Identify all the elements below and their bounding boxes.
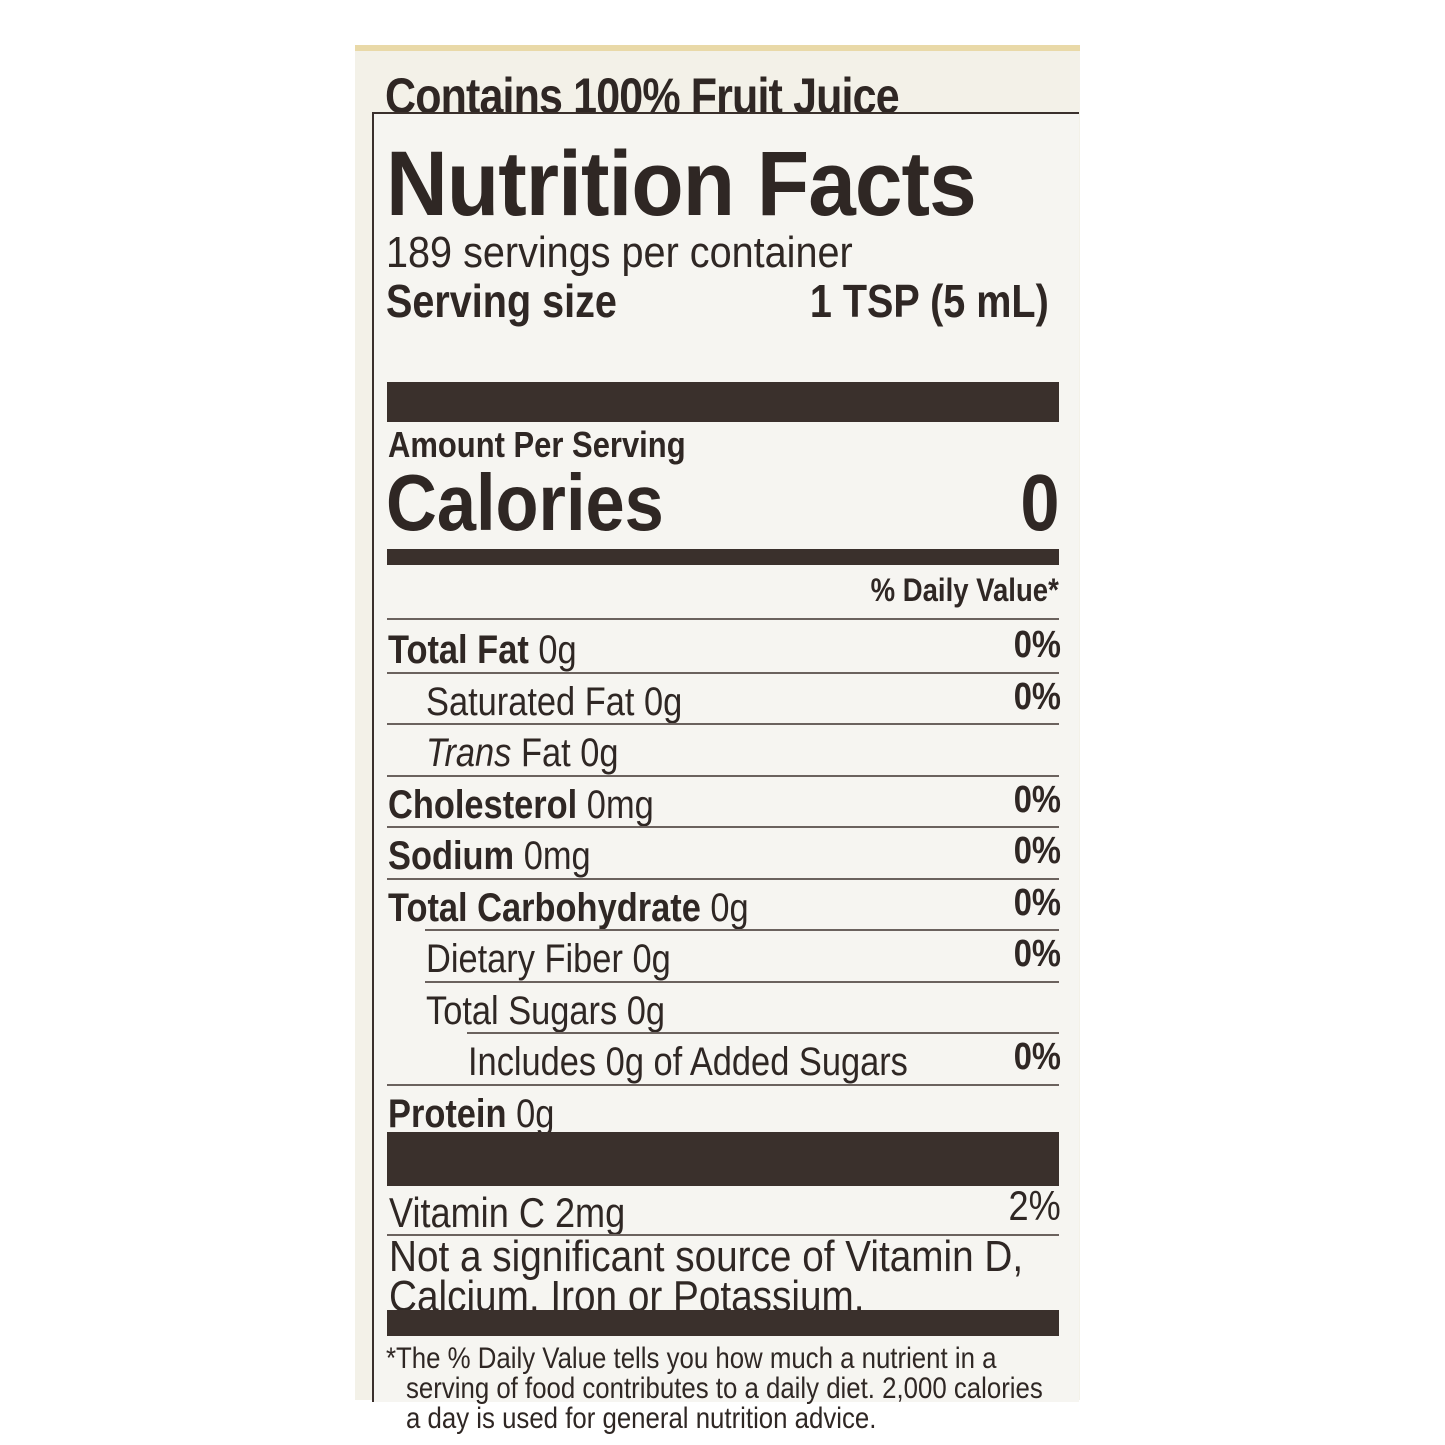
serving-size-value: 1 TSP (5 mL) — [810, 275, 1049, 327]
nutrient-row: Total Fat 0g — [388, 628, 577, 673]
nutrient-row: Saturated Fat 0g — [426, 680, 682, 725]
divider — [387, 774, 1059, 777]
vitamin-c-dv: 2% — [1008, 1182, 1061, 1229]
nutrition-facts-panel: Nutrition Facts 189 servings per contain… — [372, 112, 1079, 1435]
divider — [387, 826, 1059, 828]
nutrient-name: Protein — [388, 1091, 507, 1136]
divider — [425, 980, 1059, 983]
nutrient-amount: 0g — [580, 731, 619, 775]
nutrient-daily-value: 0% — [1013, 933, 1061, 975]
vitamin-c: Vitamin C 2mg — [389, 1189, 626, 1236]
divider — [387, 723, 1059, 725]
nutrient-daily-value: 0% — [1013, 778, 1061, 821]
nutrient-amount: 0g — [710, 885, 749, 930]
nutrient-row: Protein 0g — [388, 1092, 554, 1137]
nutrient-row: Sodium 0mg — [388, 834, 591, 879]
nutrient-row: Cholesterol 0mg — [388, 783, 654, 828]
nutrient-name: Includes 0g of Added Sugars — [468, 1040, 908, 1084]
medium-divider — [387, 549, 1059, 565]
thick-divider — [387, 382, 1059, 422]
nutrient-name: Cholesterol — [388, 782, 578, 827]
nutrient-name: Total Fat — [388, 628, 529, 672]
nutrient-amount: 0g — [538, 628, 577, 672]
not-significant-line-1: Not a significant source of Vitamin D, — [389, 1232, 1024, 1281]
divider — [467, 1032, 1059, 1034]
nutrient-name: Trans — [426, 731, 512, 775]
divider — [387, 671, 1059, 674]
label-edge — [355, 45, 1080, 51]
divider — [425, 929, 1059, 931]
divider — [387, 877, 1059, 880]
thick-divider — [387, 1132, 1059, 1186]
calories-value: 0 — [1019, 458, 1059, 547]
panel-title: Nutrition Facts — [386, 133, 977, 235]
nutrient-daily-value: 0% — [1013, 881, 1061, 924]
footnote-line-2: serving of food contributes to a daily d… — [406, 1372, 1043, 1405]
nutrient-amount: 0mg — [586, 782, 654, 827]
nutrient-row: Total Sugars 0g — [426, 989, 665, 1034]
nutrient-row: Trans Fat 0g — [426, 731, 618, 776]
calories-label: Calories — [386, 458, 664, 547]
nutrient-amount: 0g — [516, 1091, 555, 1136]
nutrient-row: Includes 0g of Added Sugars — [468, 1040, 908, 1085]
nutrient-name: Sodium — [388, 834, 515, 878]
divider — [387, 1234, 1059, 1236]
nutrient-amount: 0g — [632, 937, 671, 981]
serving-size-label: Serving size — [386, 275, 617, 327]
nutrient-daily-value: 0% — [1013, 1036, 1061, 1078]
nutrient-row: Total Carbohydrate 0g — [388, 886, 749, 931]
nutrient-amount: 0g — [644, 679, 683, 724]
daily-value-header: % Daily Value* — [870, 572, 1059, 608]
nutrient-name-suffix: Fat — [520, 731, 571, 775]
nutrient-row: Dietary Fiber 0g — [426, 937, 671, 982]
thick-divider — [387, 1310, 1059, 1336]
nutrient-name: Dietary Fiber — [426, 937, 623, 981]
nutrient-name: Saturated Fat — [426, 679, 635, 724]
nutrient-amount: 0g — [626, 988, 666, 1033]
nutrient-daily-value: 0% — [1013, 830, 1061, 872]
divider — [387, 618, 1059, 620]
nutrient-amount: 0mg — [523, 834, 591, 878]
servings-per-container: 189 servings per container — [386, 228, 853, 277]
nutrient-daily-value: 0% — [1013, 624, 1061, 666]
amount-per-serving: Amount Per Serving — [388, 424, 686, 465]
footnote-line-1: *The % Daily Value tells you how much a … — [386, 1342, 997, 1375]
footnote-line-3: a day is used for general nutrition advi… — [406, 1402, 877, 1435]
nutrient-daily-value: 0% — [1013, 675, 1061, 718]
nutrient-name: Total Sugars — [426, 988, 618, 1033]
nutrition-label: Contains 100% Fruit Juice Nutrition Fact… — [355, 45, 1080, 1435]
divider — [387, 1083, 1059, 1086]
nutrient-name: Total Carbohydrate — [388, 885, 701, 930]
